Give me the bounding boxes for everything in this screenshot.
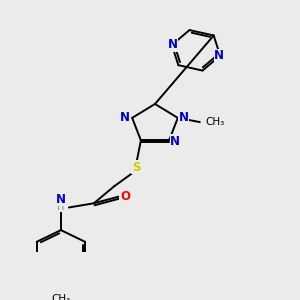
Text: CH₃: CH₃ [51,294,70,300]
Text: N: N [170,135,180,148]
Text: N: N [168,38,178,51]
Text: N: N [179,110,189,124]
Text: N: N [120,110,130,124]
Text: N: N [214,49,224,62]
Text: S: S [132,161,140,174]
Text: O: O [120,190,130,203]
Text: N: N [56,193,66,206]
Text: CH₃: CH₃ [206,117,225,127]
Text: H: H [57,202,64,212]
